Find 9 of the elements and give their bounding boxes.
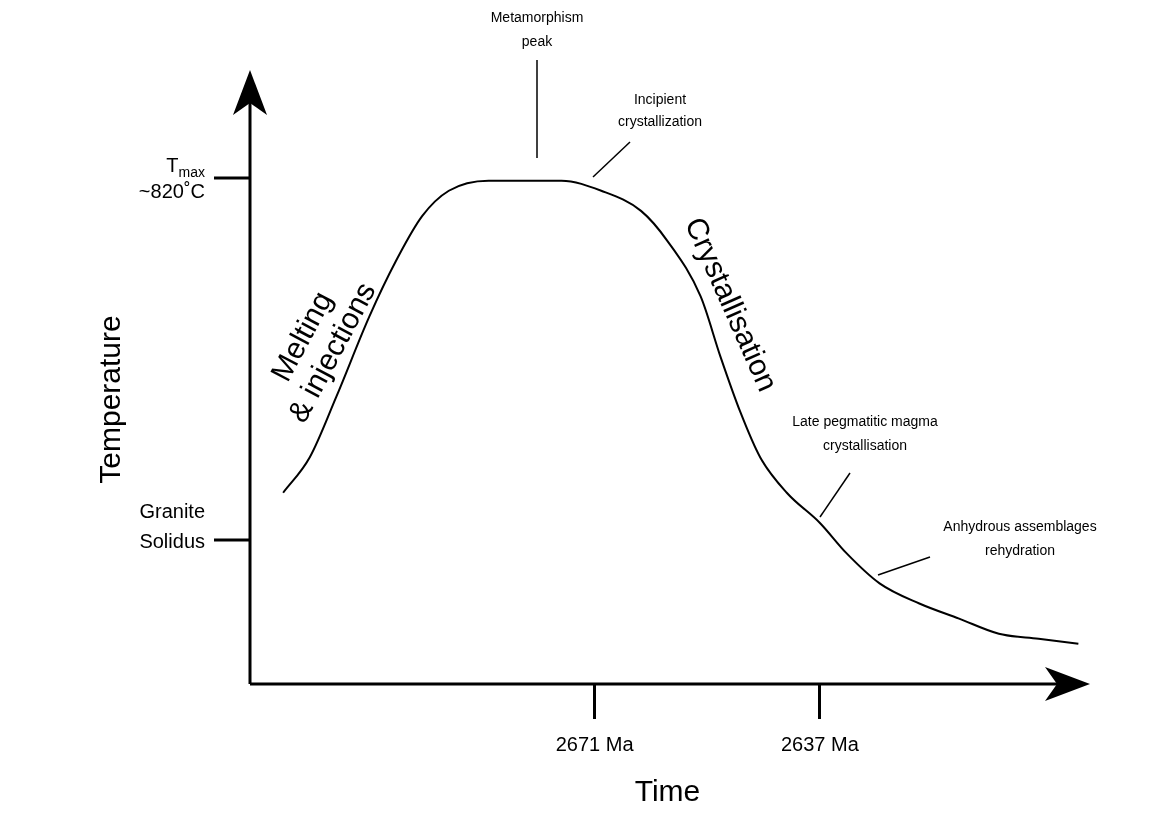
text: Metamorphism peak bbox=[490, 8, 584, 49]
text: Granite Solidus bbox=[139, 499, 206, 552]
annotation: Anhydrous assemblages rehydration bbox=[943, 517, 1097, 558]
x-tick-label: 2671 Ma bbox=[555, 732, 635, 755]
x-tick-label: 2637 Ma bbox=[781, 732, 860, 755]
x-axis-title: Time bbox=[634, 774, 701, 808]
annotation: Late pegmatitic magma crystallisation bbox=[792, 412, 938, 453]
text: Incipient crystallization bbox=[617, 90, 703, 129]
y-axis-title: Temperature bbox=[93, 315, 127, 484]
